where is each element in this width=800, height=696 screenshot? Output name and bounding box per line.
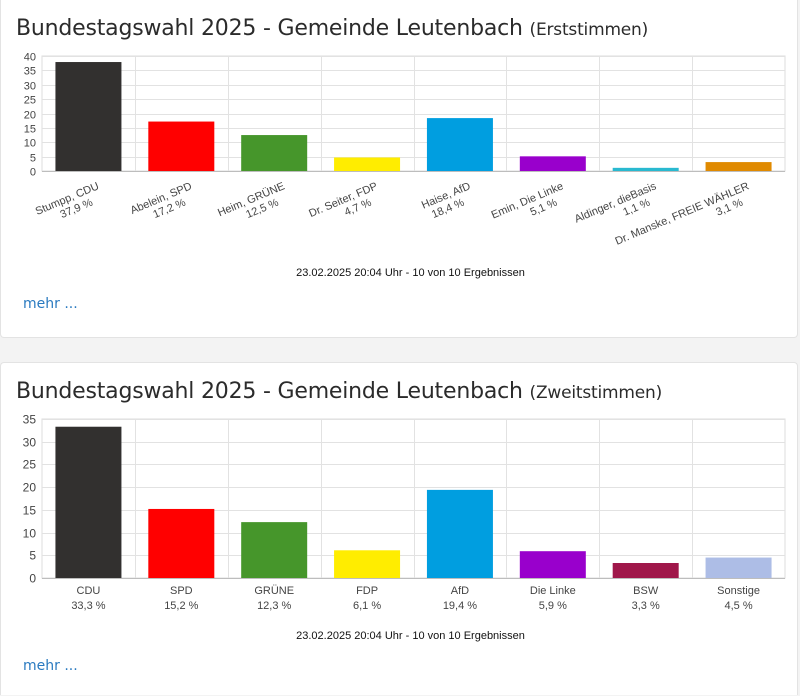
y-tick-label: 35: [24, 66, 36, 78]
value-label: 3,3 %: [632, 600, 660, 612]
zweitstimmen-bar-chart: 0 5 10 15 20 25 30 35 CDU 33,3 % SPD 15,2 % GRÜNE 12,…: [23, 413, 786, 642]
chart-title: Bundestagswahl 2025 - Gemeinde Leutenbac…: [16, 16, 523, 41]
bar[interactable]: [705, 162, 772, 171]
chart-title: Bundestagswahl 2025 - Gemeinde Leutenbac…: [16, 379, 523, 404]
bar[interactable]: [612, 167, 679, 171]
bar[interactable]: [334, 550, 401, 578]
y-tick-label: 25: [24, 95, 36, 107]
erststimmen-bar-chart: 0 5 10 15 20 25 30 35 40 Stumpp, CDU37,9 % Abelein…: [24, 52, 786, 279]
y-tick-label: 20: [24, 110, 36, 122]
x-tick-label: Stumpp, CDU37,9 %: [34, 180, 106, 229]
y-tick-label: 30: [24, 81, 36, 93]
value-label: 12,3 %: [257, 600, 291, 612]
bar[interactable]: [705, 557, 772, 578]
bar[interactable]: [148, 508, 215, 578]
value-label: 4,5 %: [724, 600, 752, 612]
x-tick-label: Abelein, SPD17,2 %: [129, 180, 199, 228]
bar[interactable]: [334, 157, 401, 171]
x-tick-label: Emin, Die Linke5,1 %: [490, 180, 571, 233]
bar[interactable]: [426, 489, 493, 578]
value-label: 15,2 %: [164, 600, 198, 612]
more-link[interactable]: mehr ...: [23, 296, 78, 312]
y-tick-label: 30: [23, 436, 37, 450]
bar[interactable]: [55, 62, 122, 171]
y-tick-label: 35: [23, 413, 37, 427]
panel-title: Bundestagswahl 2025 - Gemeinde Leutenbac…: [16, 16, 648, 41]
x-tick-label: AfD: [451, 585, 469, 597]
results-timestamp: 23.02.2025 20:04 Uhr - 10 von 10 Ergebni…: [296, 630, 525, 642]
x-tick-label: Die Linke: [530, 585, 576, 597]
y-tick-label: 0: [30, 167, 36, 179]
y-tick-label: 20: [23, 481, 37, 495]
value-label: 5,9 %: [539, 600, 567, 612]
results-timestamp: 23.02.2025 20:04 Uhr - 10 von 10 Ergebni…: [296, 267, 525, 279]
bar[interactable]: [519, 156, 586, 171]
x-tick-label: Heim, GRÜNE12,5 %: [216, 180, 291, 231]
x-tick-label: Sonstige: [717, 585, 760, 597]
bar[interactable]: [148, 121, 215, 171]
chart-subtitle: (Erststimmen): [529, 20, 649, 40]
y-tick-label: 5: [30, 153, 36, 165]
y-tick-label: 15: [23, 504, 37, 518]
bar[interactable]: [241, 522, 308, 578]
x-tick-label: SPD: [170, 585, 193, 597]
y-tick-label: 40: [24, 52, 36, 64]
value-label: 6,1 %: [353, 600, 381, 612]
erststimmen-panel: Bundestagswahl 2025 - Gemeinde Leutenbac…: [0, 0, 798, 338]
y-tick-label: 0: [29, 572, 36, 586]
value-label: 33,3 %: [71, 600, 105, 612]
bar[interactable]: [612, 563, 679, 578]
chart-subtitle: (Zweitstimmen): [529, 383, 663, 403]
y-tick-label: 5: [29, 549, 36, 563]
y-tick-label: 10: [23, 527, 37, 541]
x-tick-label: CDU: [77, 585, 101, 597]
bar[interactable]: [55, 426, 122, 578]
bar[interactable]: [426, 118, 493, 171]
y-tick-label: 10: [24, 138, 36, 150]
x-tick-label: FDP: [356, 585, 378, 597]
panel-title: Bundestagswahl 2025 - Gemeinde Leutenbac…: [16, 379, 662, 404]
y-tick-label: 25: [23, 458, 37, 472]
x-tick-label: Haise, AfD18,4 %: [420, 180, 478, 223]
value-label: 19,4 %: [443, 600, 477, 612]
bar[interactable]: [241, 135, 308, 171]
more-link[interactable]: mehr ...: [23, 658, 78, 674]
bar[interactable]: [519, 551, 586, 578]
x-tick-label: Dr. Seiter, FDP4,7 %: [307, 180, 384, 231]
zweitstimmen-panel: Bundestagswahl 2025 - Gemeinde Leutenbac…: [0, 362, 798, 695]
x-tick-label: GRÜNE: [254, 585, 294, 597]
x-tick-label: BSW: [633, 585, 659, 597]
y-tick-label: 15: [24, 124, 36, 136]
